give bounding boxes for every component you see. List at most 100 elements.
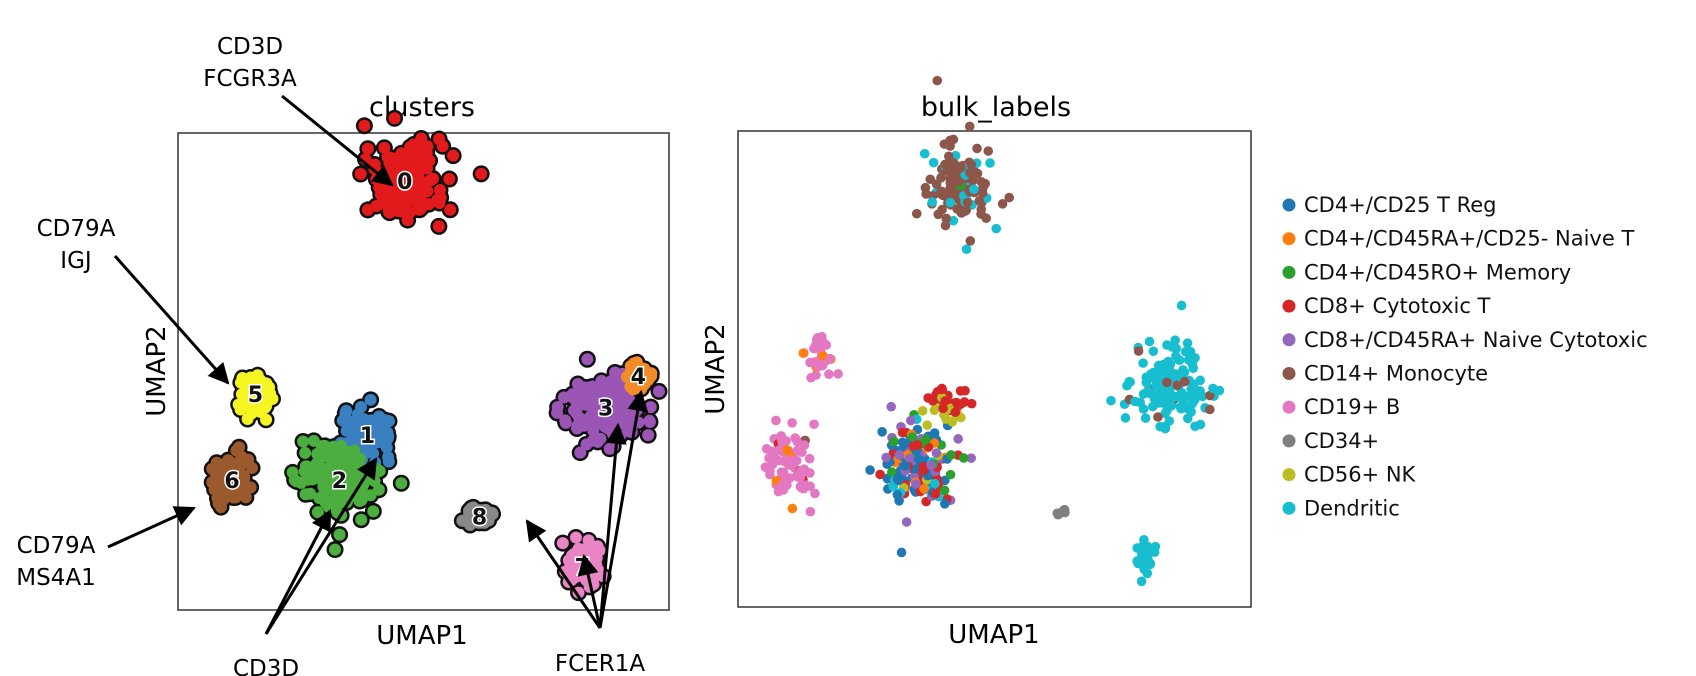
- bulk-point: [1179, 376, 1190, 387]
- bulk-point: [1136, 576, 1147, 587]
- cluster-2-point: [339, 452, 352, 465]
- legend-item: CD56+ NK: [1282, 463, 1417, 487]
- annotation-cd79a-igj-line2: IGJ: [60, 248, 91, 274]
- cluster-3-point: [613, 396, 626, 409]
- bulk-point: [1144, 336, 1155, 347]
- bulk-point: [1141, 377, 1152, 388]
- bulk-point: [932, 75, 943, 86]
- cluster-0-point: [394, 166, 407, 179]
- bulk-point: [937, 383, 947, 394]
- bulk-point: [905, 415, 916, 426]
- bulk-point: [761, 444, 772, 454]
- bulk-point: [787, 418, 797, 428]
- cluster-1-point: [361, 418, 374, 431]
- cluster-0-point: [377, 189, 390, 202]
- bulk-point: [908, 441, 919, 451]
- bulk-point: [923, 442, 934, 452]
- annotation-cd3d: CD3D: [233, 656, 299, 676]
- cluster-8-label: 8: [472, 505, 487, 530]
- annotation-cd3d-fcgr3a-line2: FCGR3A: [203, 66, 297, 92]
- bulk-point: [938, 403, 948, 414]
- bulk-point: [930, 478, 940, 489]
- bulk-point: [886, 401, 897, 412]
- bulk-point: [896, 547, 907, 558]
- bulk-point: [894, 450, 905, 460]
- bulk-point: [776, 435, 787, 445]
- bulk-point: [1174, 355, 1185, 366]
- cluster-2-point: [344, 480, 357, 493]
- bulk-point: [1138, 358, 1148, 368]
- cluster-0-point: [434, 191, 447, 204]
- bulk-point: [1148, 346, 1159, 357]
- bulk-point: [962, 197, 973, 208]
- legend-marker: [1282, 367, 1296, 380]
- legend-marker: [1282, 232, 1296, 246]
- bulk-point: [1146, 389, 1156, 399]
- bulk-point: [1190, 421, 1200, 432]
- clusters-points: [203, 109, 668, 602]
- cluster-3-point: [599, 400, 612, 413]
- annotation-cd79a-igj-line1: CD79A: [37, 216, 116, 242]
- arrow-to-cluster-8: [525, 519, 602, 629]
- arrow-to-cluster-4: [598, 389, 649, 629]
- cluster-2-point: [333, 528, 346, 541]
- bulk-point: [955, 386, 966, 396]
- arrow-to-cluster-2: [264, 509, 332, 635]
- bulk-point: [917, 406, 928, 416]
- legend-item: CD4+/CD25 T Reg: [1282, 193, 1497, 217]
- bulk-point: [966, 453, 976, 463]
- bulk-point: [1179, 401, 1189, 411]
- cluster-3-point: [574, 446, 587, 459]
- bulk-point: [931, 179, 942, 189]
- bulk-point: [782, 445, 792, 455]
- cluster-7-point: [556, 537, 569, 550]
- cluster-0-point: [443, 173, 456, 186]
- bulk-point: [806, 372, 816, 383]
- bulk-point: [918, 461, 929, 472]
- bulk-point: [892, 489, 903, 500]
- cluster-0-point: [384, 151, 397, 164]
- bulk-point: [1171, 391, 1181, 402]
- cluster-2-point: [395, 477, 408, 490]
- cluster-2-point: [288, 474, 301, 487]
- bulk-point: [966, 398, 977, 409]
- bulk-point: [941, 414, 951, 424]
- cluster-2-point: [335, 492, 348, 505]
- cluster-2-point: [307, 434, 320, 447]
- bulk-point: [980, 178, 990, 189]
- bulk-point: [773, 446, 784, 456]
- bulk-point: [959, 397, 970, 407]
- bulk-point: [930, 489, 941, 499]
- bulk-point: [981, 213, 991, 224]
- bulk-point: [1195, 375, 1205, 386]
- cluster-2-point: [329, 465, 342, 478]
- cluster-3-point: [578, 416, 591, 429]
- cluster-1-point: [382, 455, 395, 468]
- cluster-3-point: [559, 416, 572, 429]
- cluster-0-point: [388, 112, 401, 125]
- cluster-0-point: [399, 175, 412, 188]
- legend-marker: [1282, 299, 1296, 313]
- cluster-6-point: [218, 468, 231, 481]
- cluster-2-point: [317, 489, 330, 502]
- arrow-to-cluster-6: [107, 506, 196, 549]
- bulk-point: [792, 437, 803, 447]
- bulk-point: [933, 209, 944, 220]
- bulk-point: [1124, 376, 1135, 387]
- legend-label: CD34+: [1304, 429, 1379, 453]
- legend-label: CD4+/CD45RO+ Memory: [1304, 260, 1571, 284]
- bulk-point: [972, 143, 982, 154]
- cluster-3-point: [589, 407, 602, 420]
- legend-marker: [1282, 333, 1296, 347]
- cluster-1-label: 1: [360, 424, 375, 449]
- cluster-5-point: [248, 390, 261, 403]
- bulk-point: [904, 453, 915, 464]
- bulk-point: [1159, 362, 1170, 373]
- legend-label: CD56+ NK: [1304, 463, 1417, 487]
- annotation-fcer1a: FCER1A: [555, 651, 645, 676]
- bulk-point: [939, 139, 950, 149]
- bulk-point: [1155, 421, 1165, 432]
- marker-annotations: CD3D FCGR3A CD79A IGJ CD79A MS4A1 CD3D F…: [16, 34, 649, 676]
- cluster-0-point: [423, 198, 436, 211]
